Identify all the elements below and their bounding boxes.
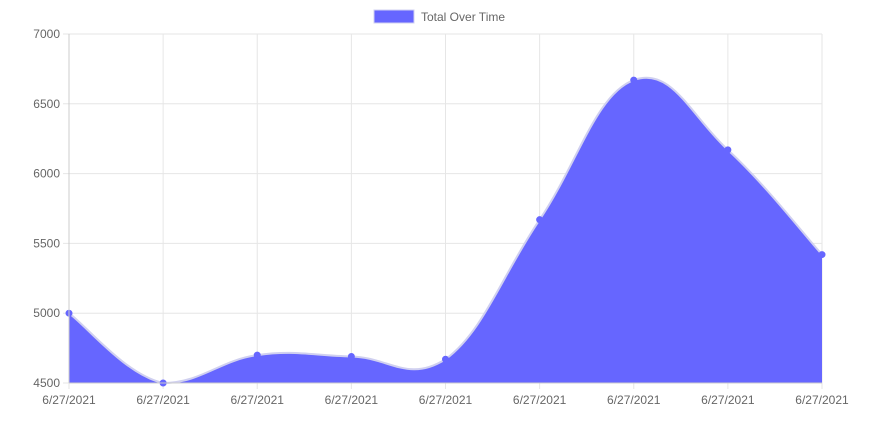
x-tick-label: 6/27/2021	[136, 393, 190, 407]
data-point[interactable]	[253, 351, 261, 359]
x-tick-label: 6/27/2021	[419, 393, 473, 407]
x-tick-label: 6/27/2021	[42, 393, 96, 407]
x-tick-label: 6/27/2021	[795, 393, 849, 407]
y-tick-label: 6000	[33, 167, 60, 181]
x-tick-label: 6/27/2021	[231, 393, 285, 407]
x-tick-label: 6/27/2021	[607, 393, 661, 407]
data-point[interactable]	[724, 146, 732, 154]
x-tick-label: 6/27/2021	[701, 393, 755, 407]
x-tick-label: 6/27/2021	[513, 393, 567, 407]
x-tick-label: 6/27/2021	[325, 393, 379, 407]
legend-label-total-over-time[interactable]: Total Over Time	[421, 10, 505, 24]
data-points	[65, 76, 826, 387]
y-tick-label: 6500	[33, 97, 60, 111]
series-line	[68, 76, 823, 385]
legend[interactable]: Total Over Time	[373, 9, 505, 24]
y-tick-label: 7000	[33, 27, 60, 41]
y-tick-label: 5000	[33, 306, 60, 320]
legend-swatch-total-over-time[interactable]	[373, 9, 415, 24]
data-point[interactable]	[630, 76, 638, 84]
axes: 4500 5000 5500 6000 6500 7000 6/27/2021 6/27/20…	[33, 27, 849, 407]
series-area	[68, 76, 823, 385]
y-tick-label: 4500	[33, 376, 60, 390]
data-point[interactable]	[536, 216, 544, 224]
data-point[interactable]	[818, 251, 826, 259]
series-area-fill	[69, 77, 822, 384]
data-point[interactable]	[442, 355, 449, 363]
y-tick-label: 5500	[33, 236, 60, 250]
data-point[interactable]	[347, 352, 355, 360]
